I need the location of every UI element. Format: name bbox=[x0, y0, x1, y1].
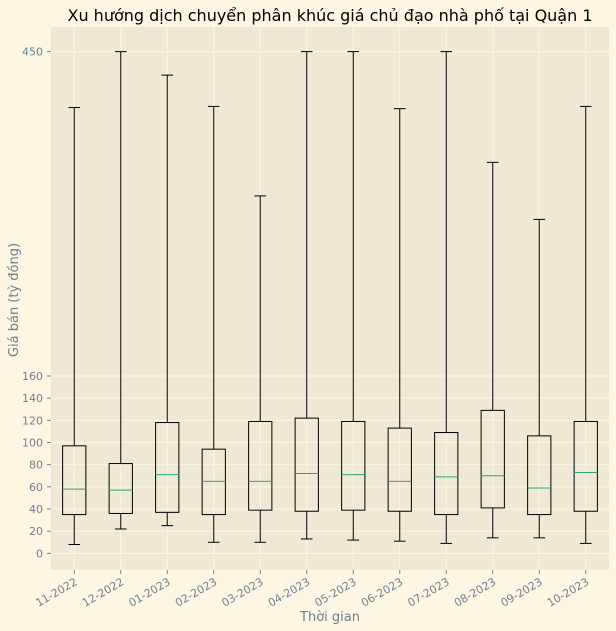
y-tick-label: 120 bbox=[22, 414, 43, 427]
y-tick-label: 160 bbox=[22, 370, 43, 383]
box-iqr bbox=[341, 420, 366, 511]
box-iqr bbox=[155, 422, 180, 513]
chart-title: Xu hướng dịch chuyển phân khúc giá chủ đ… bbox=[67, 6, 592, 25]
box-iqr bbox=[201, 448, 226, 516]
box-08-2023 bbox=[480, 161, 505, 539]
box-iqr bbox=[294, 417, 319, 512]
box-iqr bbox=[434, 432, 459, 516]
box-04-2023 bbox=[294, 51, 319, 540]
box-iqr bbox=[387, 427, 412, 512]
box-iqr bbox=[62, 445, 87, 516]
box-09-2023 bbox=[527, 218, 552, 539]
y-tick-label: 80 bbox=[29, 459, 43, 472]
box-10-2023 bbox=[573, 105, 598, 544]
y-tick-label: 40 bbox=[29, 503, 43, 516]
y-axis-label: Giá bán (tỷ đồng) bbox=[7, 243, 22, 357]
y-tick-label: 100 bbox=[22, 437, 43, 450]
box-07-2023 bbox=[434, 51, 459, 544]
box-iqr bbox=[573, 420, 598, 512]
box-12-2022 bbox=[108, 51, 133, 530]
x-axis-label: Thời gian bbox=[299, 610, 360, 625]
box-iqr bbox=[248, 420, 273, 511]
plot-area bbox=[51, 27, 609, 570]
y-tick-label: 0 bbox=[36, 547, 43, 560]
boxes bbox=[62, 51, 598, 546]
y-tick-label: 60 bbox=[29, 481, 43, 494]
box-03-2023 bbox=[248, 195, 273, 543]
y-tick-label: 140 bbox=[22, 392, 43, 405]
box-02-2023 bbox=[201, 105, 226, 543]
box-iqr bbox=[108, 463, 133, 514]
box-01-2023 bbox=[155, 74, 180, 527]
y-tick-label: 450 bbox=[22, 46, 43, 59]
y-axis: 0 20 40 60 80 100 120 140 160 450 bbox=[22, 46, 51, 560]
box-iqr bbox=[480, 409, 505, 509]
box-05-2023 bbox=[341, 51, 366, 541]
box-11-2022 bbox=[62, 107, 87, 546]
y-tick-label: 20 bbox=[29, 525, 43, 538]
box-06-2023 bbox=[387, 108, 412, 542]
box-iqr bbox=[527, 435, 552, 516]
